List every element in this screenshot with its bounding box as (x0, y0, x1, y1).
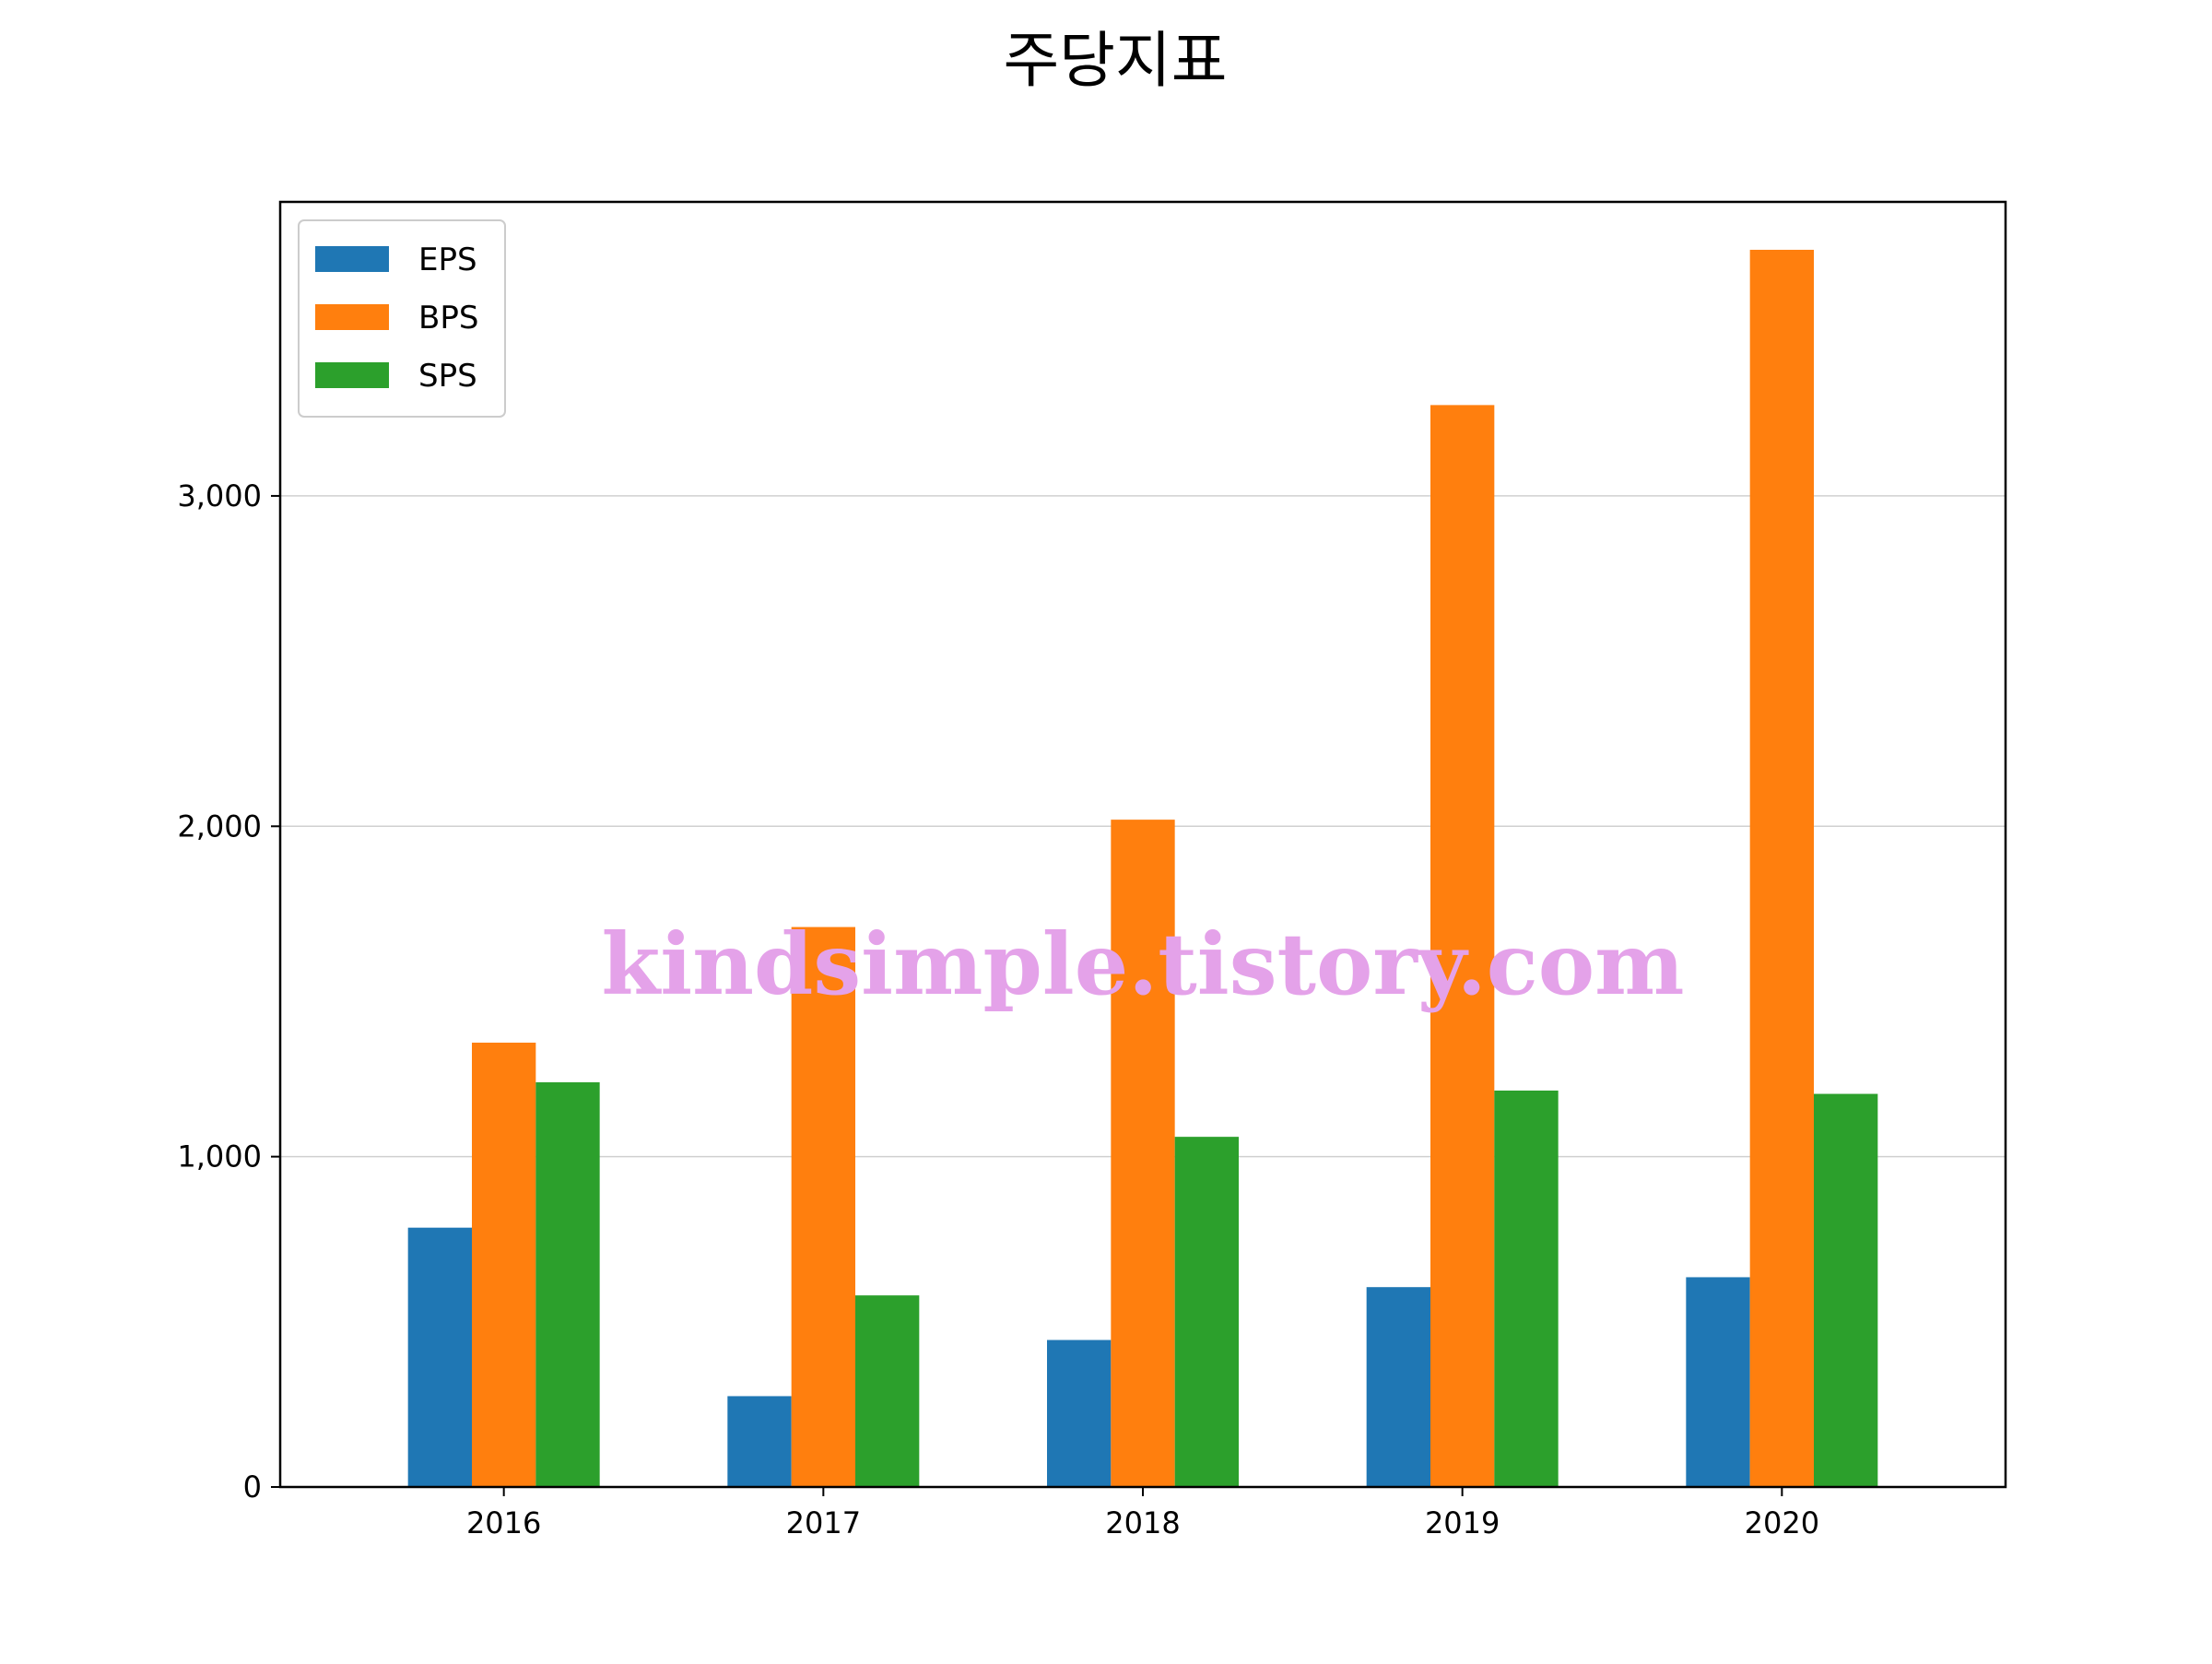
bar-bps-2020 (1749, 249, 1814, 1487)
bar-sps-2016 (535, 1082, 600, 1487)
bar-eps-2016 (407, 1227, 472, 1487)
y-tick-label: 0 (243, 1469, 262, 1505)
y-tick-label: 1,000 (177, 1139, 262, 1174)
legend-label-sps: SPS (418, 358, 477, 395)
legend-label-eps: EPS (418, 242, 477, 278)
legend-swatch-eps (315, 246, 389, 272)
y-tick-label: 3,000 (177, 478, 262, 513)
legend-swatch-sps (315, 362, 389, 388)
bar-sps-2020 (1814, 1093, 1878, 1487)
legend-swatch-bps (315, 304, 389, 330)
bar-bps-2019 (1430, 405, 1495, 1487)
x-tick-label: 2020 (1745, 1505, 1819, 1540)
bar-sps-2018 (1174, 1137, 1239, 1487)
bar-eps-2020 (1686, 1277, 1750, 1487)
bar-eps-2018 (1047, 1339, 1112, 1487)
y-tick-label: 2,000 (177, 808, 262, 844)
x-tick-label: 2019 (1425, 1505, 1500, 1540)
bar-eps-2017 (727, 1396, 792, 1487)
bar-sps-2017 (855, 1295, 920, 1487)
bar-eps-2019 (1366, 1287, 1430, 1487)
legend: EPS BPS SPS (298, 219, 506, 418)
bar-sps-2019 (1494, 1090, 1559, 1487)
y-axis: 0 1,000 2,000 3,000 (177, 478, 280, 1505)
bar-bps-2016 (472, 1043, 536, 1487)
x-axis: 2016 2017 2018 2019 2020 (466, 1487, 1819, 1540)
legend-label-bps: BPS (418, 300, 478, 336)
watermark-group: kindsimple.tistory.com (601, 915, 1684, 1014)
x-tick-label: 2016 (466, 1505, 541, 1540)
x-tick-label: 2017 (786, 1505, 861, 1540)
bar-bps-2018 (1111, 820, 1175, 1487)
bars (407, 249, 1878, 1487)
x-tick-label: 2018 (1105, 1505, 1180, 1540)
chart-title: 주당지표 (1004, 25, 1228, 96)
bar-bps-2017 (791, 926, 855, 1487)
watermark-text: kindsimple.tistory.com (601, 915, 1684, 1014)
